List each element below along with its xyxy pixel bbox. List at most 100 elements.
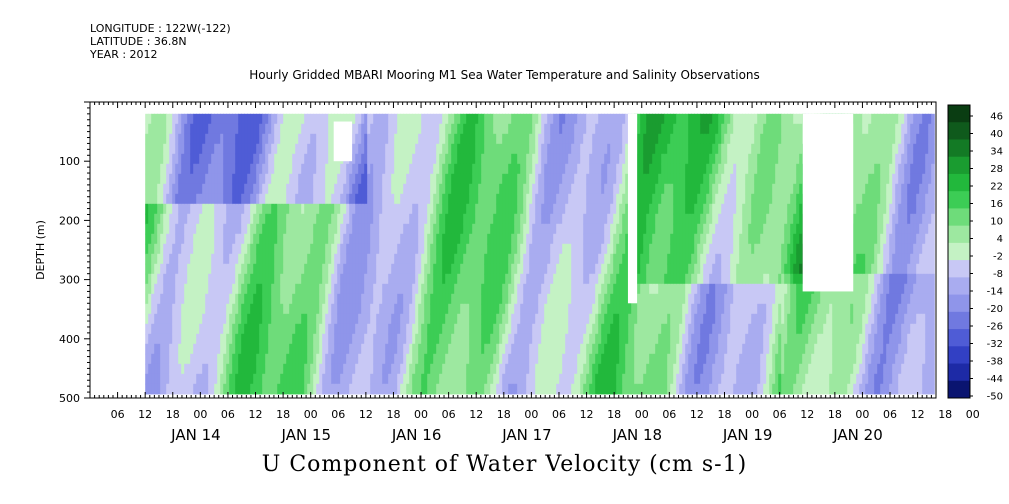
field-cell (172, 363, 176, 375)
field-cell (355, 193, 359, 205)
field-cell (250, 133, 254, 145)
field-cell (205, 303, 209, 315)
field-cell (592, 383, 596, 395)
field-cell (331, 183, 335, 195)
field-cell (601, 323, 605, 335)
field-cell (370, 313, 374, 325)
field-cell (385, 323, 389, 335)
field-cell (229, 153, 233, 165)
field-cell (481, 153, 485, 165)
field-cell (571, 123, 575, 135)
field-cell (448, 173, 452, 185)
field-cell (238, 193, 242, 205)
field-cell (172, 273, 176, 285)
field-cell (238, 153, 242, 165)
field-cell (625, 373, 629, 385)
field-cell (604, 253, 608, 265)
field-cell (427, 193, 431, 205)
field-cell (547, 383, 551, 395)
field-cell (364, 353, 368, 365)
field-cell (271, 333, 275, 345)
field-cell (145, 273, 149, 285)
field-cell (226, 283, 230, 295)
field-cell (649, 263, 653, 275)
field-cell (325, 313, 329, 325)
field-cell (541, 243, 545, 255)
field-cell (673, 183, 677, 195)
field-cell (304, 153, 308, 165)
field-cell (166, 313, 170, 325)
field-cell (379, 183, 383, 195)
field-cell (316, 173, 320, 185)
field-cell (652, 123, 656, 135)
field-cell (646, 113, 650, 125)
field-cell (250, 233, 254, 245)
field-cell (379, 303, 383, 315)
field-cell (283, 173, 287, 185)
field-cell (190, 143, 194, 155)
field-cell (385, 263, 389, 275)
field-cell (535, 163, 539, 175)
field-cell (217, 313, 221, 325)
field-cell (202, 253, 206, 265)
field-cell (307, 153, 311, 165)
field-cell (457, 263, 461, 275)
field-cell (391, 283, 395, 295)
field-cell (208, 183, 212, 195)
field-cell (304, 373, 308, 385)
field-cell (481, 233, 485, 245)
field-cell (226, 193, 230, 205)
field-cell (400, 163, 404, 175)
field-cell (586, 303, 590, 315)
field-cell (640, 193, 644, 205)
field-cell (442, 173, 446, 185)
field-cell (250, 323, 254, 335)
field-cell (241, 193, 245, 205)
field-cell (310, 353, 314, 365)
field-cell (571, 203, 575, 215)
field-cell (457, 233, 461, 245)
field-cell (658, 133, 662, 145)
field-cell (253, 193, 257, 205)
field-cell (211, 143, 215, 155)
field-cell (310, 363, 314, 375)
field-cell (475, 233, 479, 245)
field-cell (529, 163, 533, 175)
field-cell (160, 133, 164, 145)
field-cell (559, 223, 563, 235)
field-cell (547, 353, 551, 365)
field-cell (223, 333, 227, 345)
field-cell (658, 303, 662, 315)
field-cell (544, 353, 548, 365)
field-cell (325, 163, 329, 175)
field-cell (391, 113, 395, 125)
field-cell (604, 273, 608, 285)
field-cell (370, 163, 374, 175)
field-cell (568, 303, 572, 315)
field-cell (406, 133, 410, 145)
field-cell (643, 373, 647, 385)
field-cell (487, 113, 491, 125)
field-cell (664, 313, 668, 325)
field-cell (517, 303, 521, 315)
field-cell (163, 193, 167, 205)
field-cell (193, 113, 197, 125)
field-cell (460, 203, 464, 215)
field-cell (643, 123, 647, 135)
field-cell (451, 303, 455, 315)
field-cell (256, 113, 260, 125)
field-cell (181, 263, 185, 275)
field-cell (268, 263, 272, 275)
field-cell (310, 113, 314, 125)
field-cell (478, 373, 482, 385)
field-cell (181, 223, 185, 235)
field-cell (610, 113, 614, 125)
field-cell (508, 143, 512, 155)
field-cell (382, 213, 386, 225)
field-cell (385, 313, 389, 325)
field-cell (565, 303, 569, 315)
field-cell (640, 363, 644, 375)
field-cell (442, 373, 446, 385)
field-cell (412, 133, 416, 145)
field-cell (604, 243, 608, 255)
